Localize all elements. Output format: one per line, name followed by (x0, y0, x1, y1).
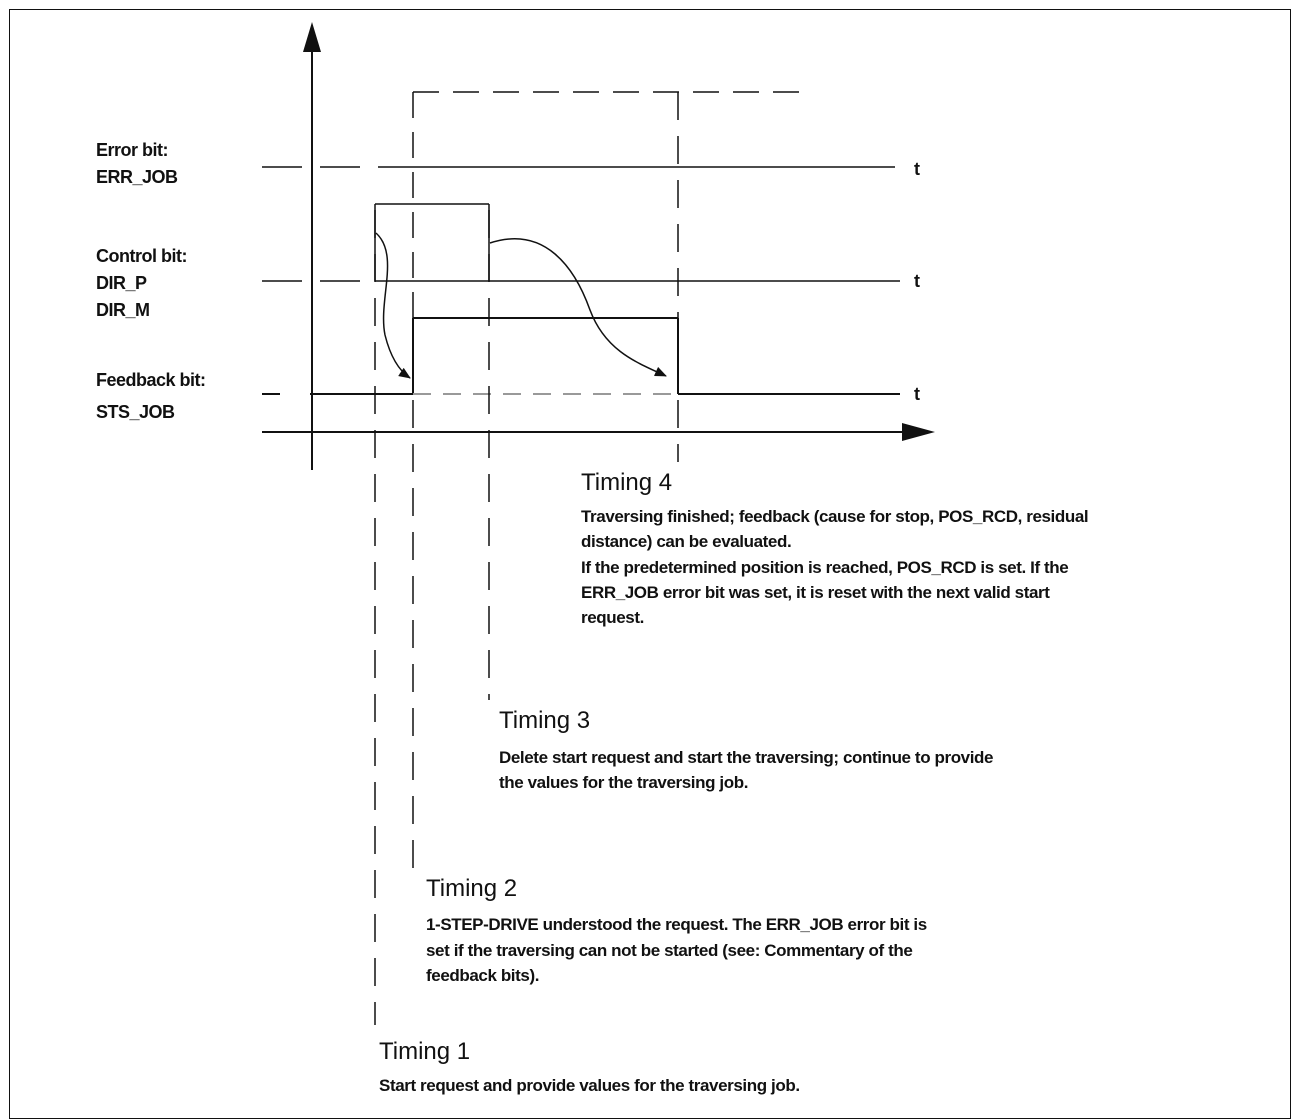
control-bit-trace (262, 203, 900, 282)
timing-4-line-1: Traversing finished; feedback (cause for… (581, 507, 1088, 526)
timing-2-line-3: feedback bits). (426, 966, 539, 985)
timing-3-line-1: Delete start request and start the trave… (499, 748, 993, 767)
feedback-bit-trace (262, 317, 900, 395)
timing-3-heading: Timing 3 (499, 707, 590, 734)
control-bit-title: Control bit: (96, 246, 187, 266)
feedback-bit-name: STS_JOB (96, 402, 175, 422)
dashed-window (412, 91, 810, 318)
request-to-feedback-arrow (375, 232, 411, 379)
timing-4-heading: Timing 4 (581, 469, 672, 496)
x-axis (262, 423, 935, 441)
timing-4-line-2: distance) can be evaluated. (581, 532, 791, 551)
control-bit-name-p: DIR_P (96, 273, 147, 293)
feedback-bit-title: Feedback bit: (96, 370, 206, 390)
error-bit-title: Error bit: (96, 140, 168, 160)
stop-to-feedback-arrow (489, 238, 667, 377)
y-axis (303, 22, 321, 470)
timing-4-line-5: request. (581, 608, 644, 627)
timing-1-line-1: Start request and provide values for the… (379, 1076, 800, 1095)
timing-2-line-1: 1-STEP-DRIVE understood the request. The… (426, 915, 927, 934)
timing-2-heading: Timing 2 (426, 875, 517, 902)
x-axis-arrowhead (902, 423, 935, 441)
control-bit-name-m: DIR_M (96, 300, 150, 320)
timing-1-heading: Timing 1 (379, 1038, 470, 1065)
y-axis-arrowhead (303, 22, 321, 52)
error-time-label: t (914, 159, 920, 179)
control-time-label: t (914, 271, 920, 291)
timing-markers (374, 92, 679, 1025)
timing-4-line-3: If the predetermined position is reached… (581, 558, 1068, 577)
timing-3-line-2: the values for the traversing job. (499, 773, 748, 792)
feedback-time-label: t (914, 384, 920, 404)
timing-4-line-4: ERR_JOB error bit was set, it is reset w… (581, 583, 1050, 602)
error-bit-name: ERR_JOB (96, 167, 178, 187)
timing-2-line-2: set if the traversing can not be started… (426, 941, 912, 960)
